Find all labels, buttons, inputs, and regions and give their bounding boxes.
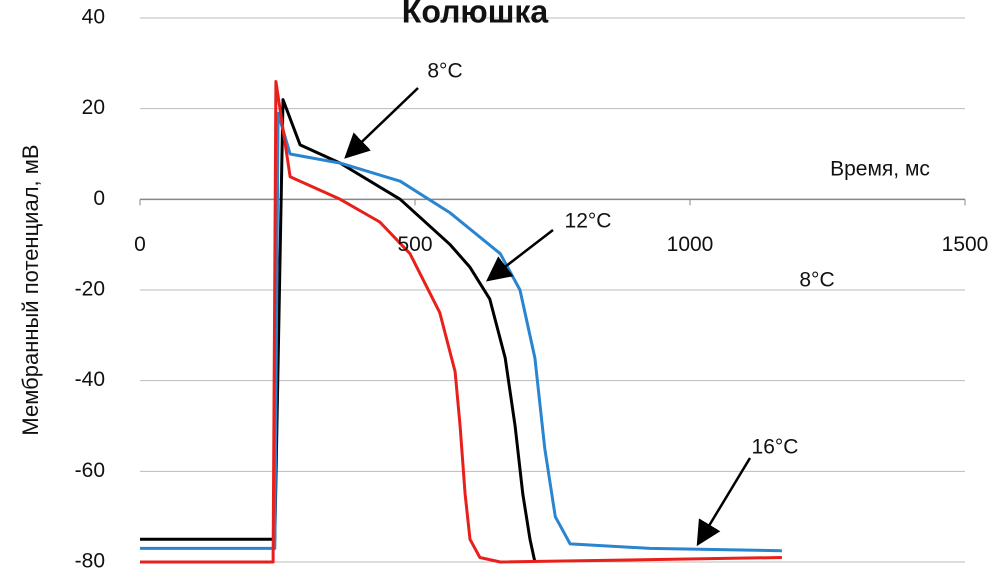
y-tick-label: -20 <box>75 278 105 301</box>
annotation: 16°C <box>752 436 799 459</box>
x-axis-label: Время, мс <box>830 158 930 181</box>
annotation: 8°C <box>427 60 462 83</box>
x-tick-label: 1000 <box>667 233 714 256</box>
arrow <box>486 229 554 282</box>
y-tick-label: 20 <box>82 96 105 119</box>
y-tick-label: -40 <box>75 368 105 391</box>
y-tick-label: 0 <box>93 187 105 210</box>
series-line <box>140 80 782 564</box>
series-line <box>140 98 537 563</box>
y-tick-label: 40 <box>82 6 105 29</box>
x-tick-label: 1500 <box>942 233 989 256</box>
x-tick-label: 500 <box>397 233 432 256</box>
annotation: 8°C <box>799 269 834 292</box>
chart-title: Колюшка <box>402 0 549 29</box>
x-tick-label: 0 <box>134 233 146 256</box>
y-axis-label: Мембранный потенциал, мВ <box>18 144 43 435</box>
arrow <box>344 87 419 159</box>
annotation: 12°C <box>565 210 612 233</box>
y-tick-label: -80 <box>75 550 105 573</box>
grid <box>139 17 966 563</box>
series-line <box>140 111 782 553</box>
lines <box>140 80 782 564</box>
y-tick-label: -60 <box>75 459 105 482</box>
arrow <box>696 457 752 547</box>
